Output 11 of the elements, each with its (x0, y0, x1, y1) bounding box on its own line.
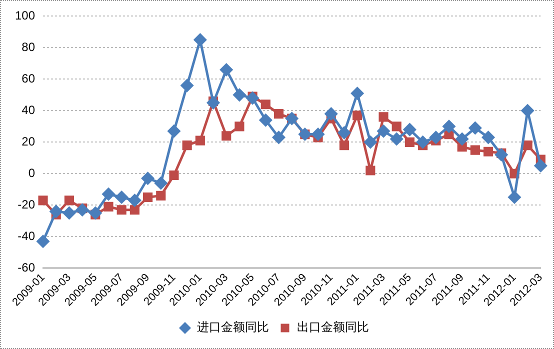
y-tick-label: 0 (28, 166, 36, 180)
legend-label: 进口金额同比 (197, 320, 269, 334)
y-tick-label: 100 (14, 8, 36, 23)
y-tick-label: -40 (18, 228, 36, 243)
y-tick-label: 60 (22, 71, 36, 86)
y-tick-label: -20 (18, 197, 36, 212)
y-tick-label: 40 (22, 102, 36, 117)
y-tick-label: -60 (18, 260, 36, 274)
y-tick-label: 80 (22, 40, 36, 54)
legend-label: 出口金额同比 (297, 320, 369, 334)
y-tick-label: 20 (22, 134, 36, 148)
